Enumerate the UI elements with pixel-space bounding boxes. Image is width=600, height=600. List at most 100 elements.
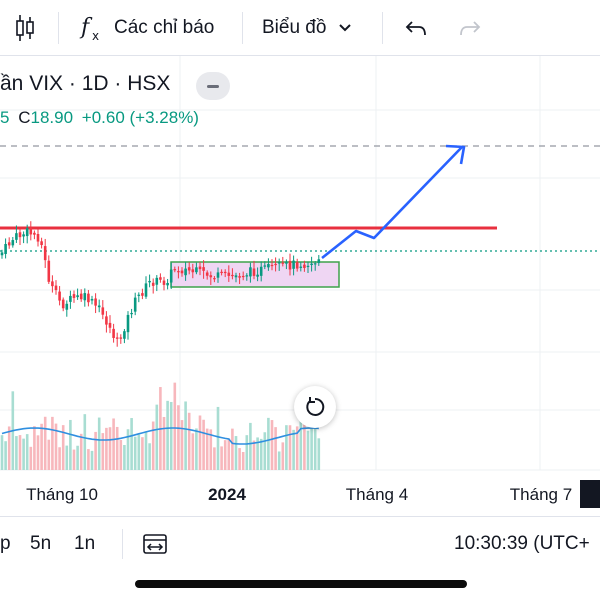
candle-body xyxy=(231,274,234,277)
volume-bar xyxy=(292,429,295,470)
candle-body xyxy=(306,265,310,268)
volume-bar xyxy=(97,417,101,470)
candlestick-icon[interactable] xyxy=(10,0,40,56)
volume-bar xyxy=(33,426,36,470)
candle-body xyxy=(108,322,112,328)
bottom-divider xyxy=(122,529,123,559)
candle-body xyxy=(51,281,54,287)
candle-body xyxy=(119,337,123,339)
candle-body xyxy=(180,270,184,274)
volume-bar xyxy=(310,420,313,470)
calendar-range-icon xyxy=(143,534,167,554)
indicators-label: Các chỉ báo xyxy=(114,17,215,38)
volume-bar xyxy=(148,443,151,470)
candle-body xyxy=(303,264,306,268)
candle-body xyxy=(101,307,105,315)
candle-body xyxy=(187,267,191,271)
candle-body xyxy=(115,337,119,339)
volume-bar xyxy=(72,449,76,470)
undo-button[interactable] xyxy=(402,0,430,56)
volume-bar xyxy=(303,395,306,470)
volume-bar xyxy=(263,432,267,470)
indicators-button[interactable]: f x Các chỉ báo xyxy=(78,0,214,56)
top-toolbar: f x Các chỉ báo Biểu đồ xyxy=(0,0,600,56)
volume-bar xyxy=(252,440,256,470)
symbol-title[interactable]: ần VIX · 1D · HSX xyxy=(0,72,171,95)
candle-body xyxy=(317,259,321,264)
candle-body xyxy=(191,269,195,273)
candle-body xyxy=(277,262,281,264)
volume-bar xyxy=(43,416,47,470)
interval-1y-button[interactable]: 1n xyxy=(74,533,96,554)
volume-bar xyxy=(115,426,119,470)
volume-bar xyxy=(40,423,43,470)
volume-bar xyxy=(220,446,223,470)
volume-bar xyxy=(61,425,65,470)
volume-bar xyxy=(216,406,220,470)
volume-bar xyxy=(69,419,72,470)
reset-chart-button[interactable] xyxy=(294,386,336,428)
interval-5d-button[interactable]: 5n xyxy=(30,533,52,554)
candle-body xyxy=(285,261,288,264)
candle-body xyxy=(213,278,216,280)
candle-body xyxy=(58,291,61,301)
candle-body xyxy=(245,275,249,277)
volume-bar xyxy=(205,428,209,470)
toolbar-divider xyxy=(382,12,383,44)
volume-bar xyxy=(108,427,112,470)
volume-bar xyxy=(295,426,299,470)
redo-icon xyxy=(460,21,481,36)
volume-bar xyxy=(51,416,54,470)
volume-bar xyxy=(15,436,18,470)
volume-bar xyxy=(241,451,245,470)
volume-bar xyxy=(288,425,292,470)
candle-body xyxy=(112,328,115,338)
candle-body xyxy=(4,243,7,254)
chart-type-button[interactable]: Biểu đồ xyxy=(262,0,352,56)
candle-body xyxy=(133,297,137,312)
volume-bar xyxy=(65,445,69,470)
volume-bar xyxy=(112,418,115,470)
candle-body xyxy=(310,263,313,266)
candle-body xyxy=(69,295,72,302)
candle-body xyxy=(54,285,58,291)
volume-bar xyxy=(0,435,4,470)
interval-partial[interactable]: p xyxy=(0,533,11,554)
volume-bar xyxy=(166,400,169,470)
candle-body xyxy=(281,262,285,264)
volume-bar xyxy=(274,427,277,470)
candle-body xyxy=(238,276,241,278)
volume-bar xyxy=(238,448,241,470)
volume-bar xyxy=(313,414,317,470)
redo-button[interactable] xyxy=(456,0,484,56)
clock-time[interactable]: 10:30:39 (UTC+ xyxy=(454,533,590,554)
chevron-down-icon xyxy=(338,23,352,33)
volume-bar xyxy=(285,425,288,470)
undo-icon xyxy=(405,21,426,36)
x-axis-label: Tháng 4 xyxy=(346,485,408,504)
volume-bar xyxy=(7,426,11,470)
volume-bar xyxy=(317,438,321,470)
goto-date-button[interactable] xyxy=(142,517,168,571)
volume-bar xyxy=(209,429,213,470)
svg-text:f: f xyxy=(79,15,93,40)
candle-body xyxy=(141,293,144,296)
candle-body xyxy=(126,314,130,333)
volume-bar xyxy=(29,446,33,470)
candle-body xyxy=(216,272,220,278)
candle-body xyxy=(241,275,245,278)
candle-body xyxy=(130,312,133,315)
collapse-legend-button[interactable] xyxy=(196,72,230,100)
volume-bar xyxy=(101,433,105,470)
candle-body xyxy=(105,316,108,325)
volume-bar xyxy=(47,439,51,470)
volume-bar xyxy=(270,420,274,470)
volume-bar xyxy=(119,440,123,470)
candle-body xyxy=(159,277,162,280)
candle-body xyxy=(144,283,148,297)
volume-bar xyxy=(36,435,40,470)
candle-body xyxy=(202,267,205,271)
volume-bar xyxy=(227,438,231,470)
